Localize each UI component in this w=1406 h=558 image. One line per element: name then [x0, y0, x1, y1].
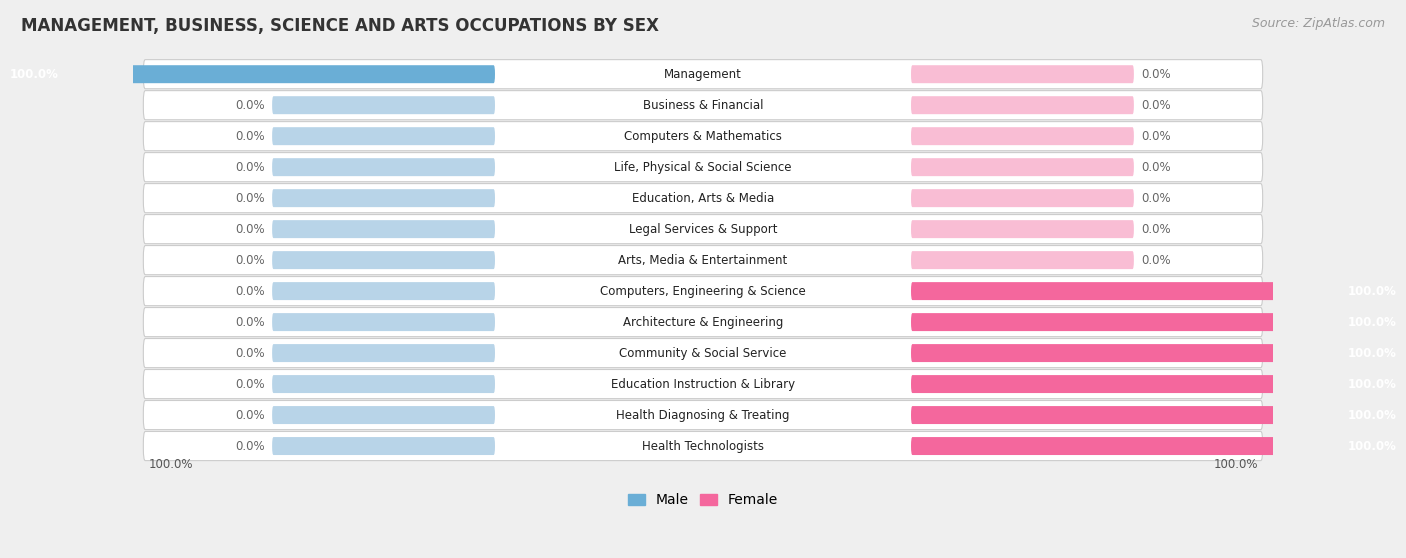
Text: Management: Management [664, 68, 742, 81]
FancyBboxPatch shape [911, 437, 1406, 455]
Text: 100.0%: 100.0% [148, 458, 193, 471]
Text: 100.0%: 100.0% [1347, 440, 1396, 453]
FancyBboxPatch shape [273, 251, 495, 269]
FancyBboxPatch shape [143, 215, 1263, 244]
FancyBboxPatch shape [273, 313, 495, 331]
Text: 0.0%: 0.0% [235, 316, 264, 329]
Text: 0.0%: 0.0% [235, 129, 264, 143]
FancyBboxPatch shape [143, 122, 1263, 151]
FancyBboxPatch shape [273, 344, 495, 362]
FancyBboxPatch shape [911, 282, 1406, 300]
FancyBboxPatch shape [911, 406, 1406, 424]
FancyBboxPatch shape [273, 158, 495, 176]
FancyBboxPatch shape [143, 152, 1263, 182]
FancyBboxPatch shape [273, 375, 495, 393]
Text: 0.0%: 0.0% [1142, 68, 1171, 81]
FancyBboxPatch shape [143, 431, 1263, 460]
Text: 100.0%: 100.0% [1213, 458, 1258, 471]
FancyBboxPatch shape [143, 339, 1263, 368]
FancyBboxPatch shape [911, 375, 1406, 393]
FancyBboxPatch shape [911, 158, 1133, 176]
FancyBboxPatch shape [911, 189, 1133, 207]
FancyBboxPatch shape [143, 90, 1263, 120]
FancyBboxPatch shape [273, 220, 495, 238]
Text: 0.0%: 0.0% [1142, 161, 1171, 174]
FancyBboxPatch shape [143, 246, 1263, 275]
Text: Health Diagnosing & Treating: Health Diagnosing & Treating [616, 408, 790, 421]
FancyBboxPatch shape [273, 96, 495, 114]
Text: 0.0%: 0.0% [235, 408, 264, 421]
Text: 0.0%: 0.0% [1142, 129, 1171, 143]
FancyBboxPatch shape [273, 282, 495, 300]
Text: 0.0%: 0.0% [1142, 254, 1171, 267]
FancyBboxPatch shape [273, 127, 495, 145]
FancyBboxPatch shape [143, 369, 1263, 398]
Text: Architecture & Engineering: Architecture & Engineering [623, 316, 783, 329]
Text: Legal Services & Support: Legal Services & Support [628, 223, 778, 235]
FancyBboxPatch shape [911, 251, 1133, 269]
FancyBboxPatch shape [143, 60, 1263, 89]
FancyBboxPatch shape [143, 277, 1263, 306]
Text: Life, Physical & Social Science: Life, Physical & Social Science [614, 161, 792, 174]
FancyBboxPatch shape [273, 189, 495, 207]
Text: 100.0%: 100.0% [10, 68, 59, 81]
FancyBboxPatch shape [911, 65, 1133, 83]
Text: Arts, Media & Entertainment: Arts, Media & Entertainment [619, 254, 787, 267]
FancyBboxPatch shape [273, 406, 495, 424]
Text: 100.0%: 100.0% [1347, 408, 1396, 421]
FancyBboxPatch shape [273, 437, 495, 455]
Text: 0.0%: 0.0% [235, 191, 264, 205]
Text: 100.0%: 100.0% [1347, 285, 1396, 297]
Text: 100.0%: 100.0% [1347, 347, 1396, 359]
Text: 0.0%: 0.0% [235, 440, 264, 453]
Text: 0.0%: 0.0% [235, 378, 264, 391]
FancyBboxPatch shape [911, 313, 1406, 331]
Text: Health Technologists: Health Technologists [643, 440, 763, 453]
Text: 0.0%: 0.0% [1142, 191, 1171, 205]
Legend: Male, Female: Male, Female [623, 488, 783, 513]
Text: 100.0%: 100.0% [1347, 378, 1396, 391]
Text: 0.0%: 0.0% [1142, 223, 1171, 235]
Text: Computers, Engineering & Science: Computers, Engineering & Science [600, 285, 806, 297]
Text: Education Instruction & Library: Education Instruction & Library [612, 378, 794, 391]
Text: 100.0%: 100.0% [1347, 316, 1396, 329]
Text: 0.0%: 0.0% [235, 99, 264, 112]
Text: 0.0%: 0.0% [235, 347, 264, 359]
Text: 0.0%: 0.0% [235, 285, 264, 297]
Text: Source: ZipAtlas.com: Source: ZipAtlas.com [1251, 17, 1385, 30]
FancyBboxPatch shape [911, 96, 1133, 114]
Text: MANAGEMENT, BUSINESS, SCIENCE AND ARTS OCCUPATIONS BY SEX: MANAGEMENT, BUSINESS, SCIENCE AND ARTS O… [21, 17, 659, 35]
FancyBboxPatch shape [143, 307, 1263, 336]
Text: Education, Arts & Media: Education, Arts & Media [631, 191, 775, 205]
Text: Business & Financial: Business & Financial [643, 99, 763, 112]
Text: 0.0%: 0.0% [235, 254, 264, 267]
Text: Computers & Mathematics: Computers & Mathematics [624, 129, 782, 143]
FancyBboxPatch shape [911, 220, 1133, 238]
Text: 0.0%: 0.0% [235, 223, 264, 235]
Text: 0.0%: 0.0% [1142, 99, 1171, 112]
Text: Community & Social Service: Community & Social Service [619, 347, 787, 359]
Text: 0.0%: 0.0% [235, 161, 264, 174]
FancyBboxPatch shape [143, 184, 1263, 213]
FancyBboxPatch shape [143, 401, 1263, 430]
FancyBboxPatch shape [0, 65, 495, 83]
FancyBboxPatch shape [911, 127, 1133, 145]
FancyBboxPatch shape [911, 344, 1406, 362]
